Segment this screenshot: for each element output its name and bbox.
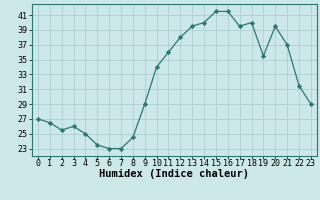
X-axis label: Humidex (Indice chaleur): Humidex (Indice chaleur): [100, 169, 249, 179]
